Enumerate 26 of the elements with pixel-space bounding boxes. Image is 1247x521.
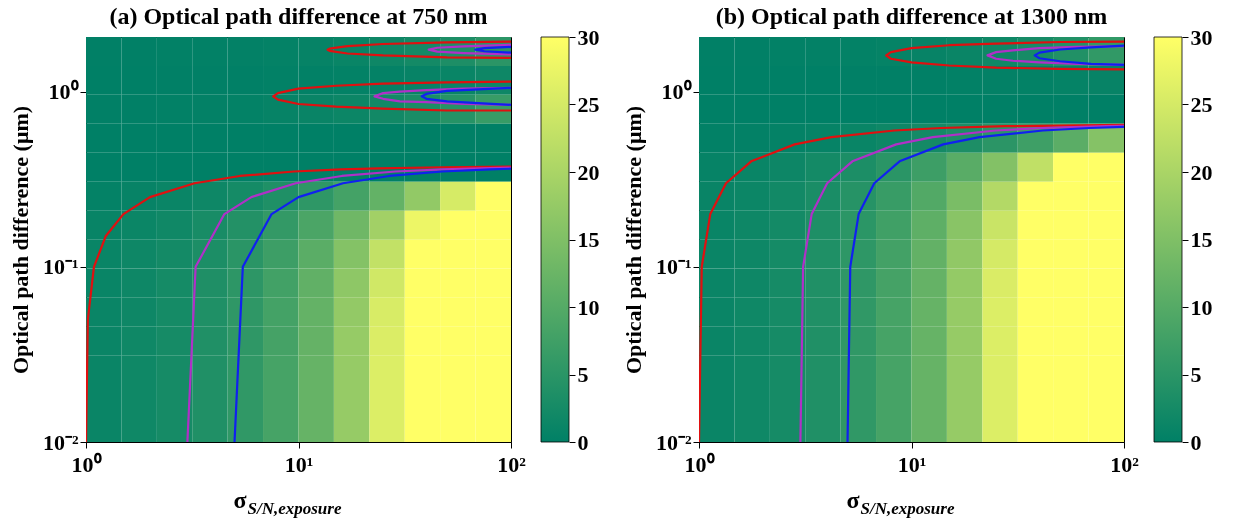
color-bar-label: 20 [1190,159,1213,185]
chart-title: (a) Optical path difference at 750 nm [109,3,488,29]
y-tick-label: 10⁰ [661,79,692,105]
y-tick-label: 10⁰ [48,79,79,105]
color-bar-label: 15 [1190,227,1213,252]
color-bar-label: 0 [1190,429,1202,455]
color-bar-label: 25 [1190,92,1213,117]
color-bar-label: 5 [1190,362,1202,387]
color-bar-label: 20 [577,159,600,185]
color-bar-label: 0 [577,429,589,455]
x-tick-label: 10² [1110,451,1140,477]
y-tick-label: 10⁻¹ [655,254,692,280]
x-tick-label: 10¹ [897,451,927,477]
color-bar-label: 30 [1190,24,1213,50]
x-tick-label: 10¹ [284,451,314,477]
color-bar-label: 10 [1190,294,1213,320]
color-bar-label: 25 [577,92,600,117]
y-tick-label: 10⁻¹ [42,254,79,280]
color-bar-label: 10 [577,294,600,320]
color-bar-label: 5 [577,362,589,387]
x-tick-label: 10² [497,451,527,477]
y-axis-title: Optical path difference (μm) [620,105,646,375]
chart-title: (b) Optical path difference at 1300 nm [715,3,1108,29]
color-bar-label: 30 [577,24,600,50]
color-bar-label: 15 [577,227,600,252]
y-axis-title: Optical path difference (μm) [7,105,33,375]
